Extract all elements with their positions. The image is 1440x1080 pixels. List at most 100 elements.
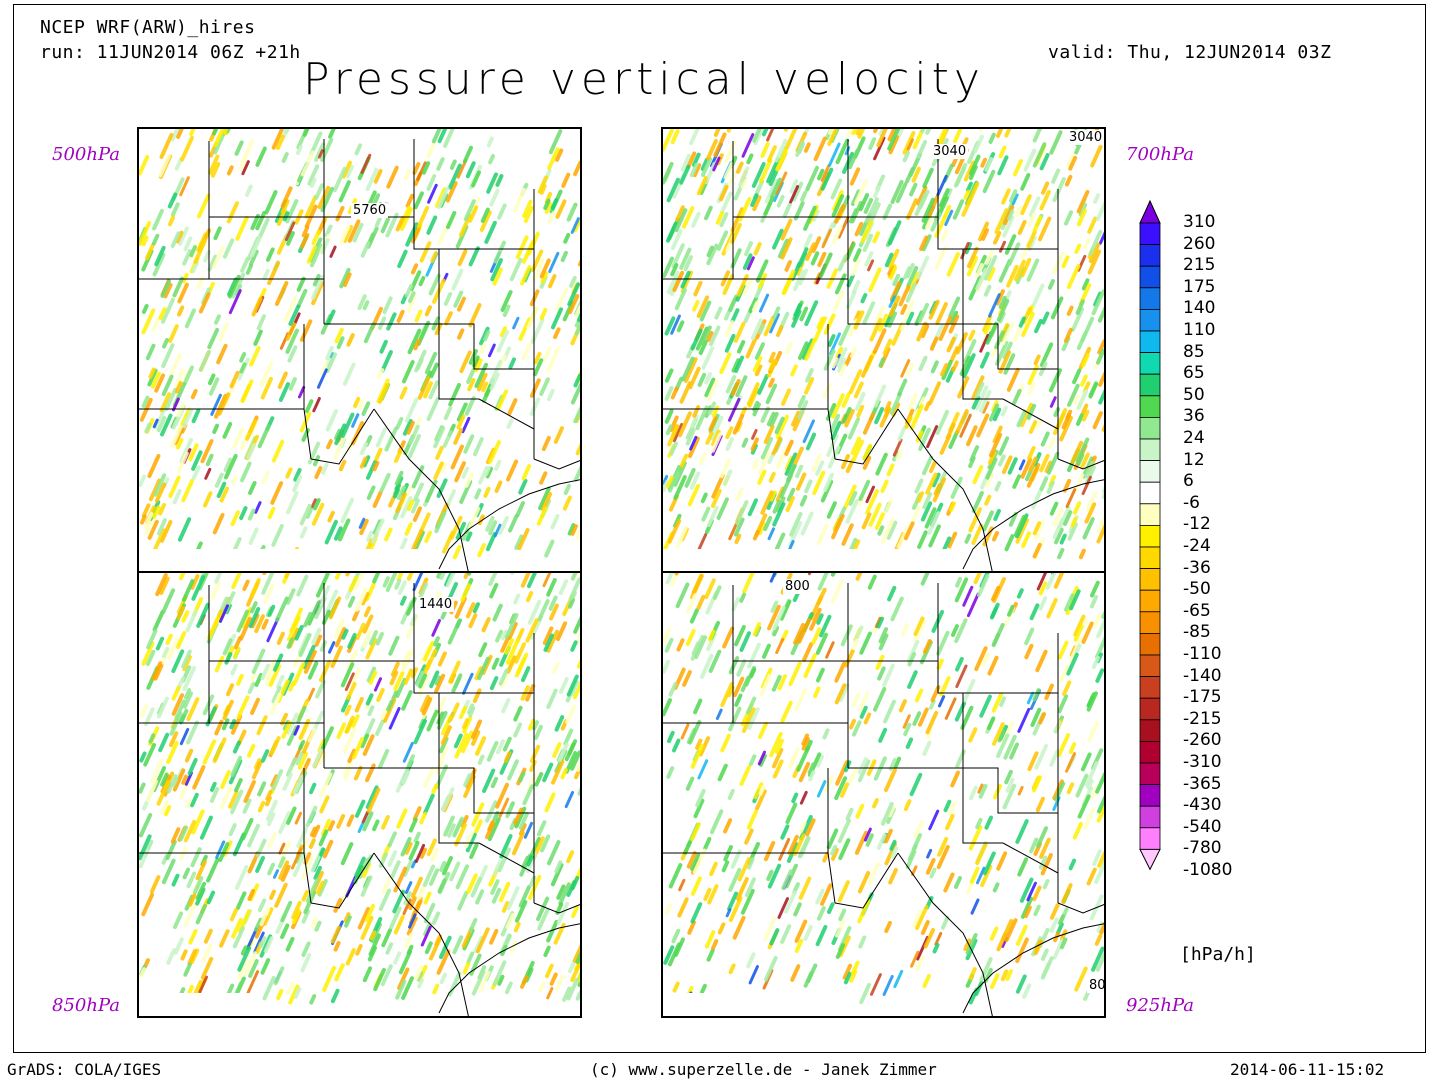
field-streak	[183, 820, 197, 843]
field-streak	[296, 827, 308, 849]
field-streak	[715, 211, 725, 225]
field-streak	[997, 729, 1006, 743]
field-streak	[340, 888, 350, 903]
field-streak	[848, 369, 863, 394]
field-streak	[863, 827, 872, 842]
field-streak	[968, 329, 976, 341]
field-streak	[987, 267, 996, 282]
field-streak	[408, 896, 417, 911]
field-streak	[727, 685, 735, 698]
field-streak	[462, 672, 474, 695]
field-streak	[888, 248, 900, 269]
field-streak	[355, 622, 366, 640]
field-streak	[1074, 966, 1088, 992]
field-streak	[1033, 354, 1041, 366]
field-streak	[352, 609, 360, 622]
field-streak	[830, 178, 843, 200]
field-streak	[223, 457, 233, 473]
field-streak	[734, 693, 743, 707]
field-streak	[170, 129, 180, 142]
field-streak	[844, 408, 855, 428]
field-streak	[1027, 212, 1037, 228]
field-streak	[388, 707, 401, 730]
field-streak	[365, 637, 378, 660]
field-streak	[1091, 655, 1100, 670]
field-streak	[667, 942, 681, 967]
field-streak	[966, 425, 978, 447]
field-streak	[295, 751, 304, 766]
field-streak	[222, 238, 235, 259]
field-streak	[1027, 235, 1037, 251]
field-streak	[161, 646, 170, 659]
field-streak	[797, 617, 812, 644]
field-streak	[1070, 307, 1085, 332]
field-streak	[400, 650, 411, 667]
field-streak	[784, 452, 798, 476]
field-streak	[1074, 643, 1082, 654]
field-streak	[431, 316, 441, 331]
field-streak	[570, 750, 580, 771]
field-streak	[857, 898, 871, 924]
field-streak	[725, 437, 734, 451]
field-streak	[985, 321, 999, 345]
field-streak	[760, 406, 771, 423]
field-streak	[319, 640, 328, 652]
field-streak	[697, 532, 708, 551]
field-streak	[315, 573, 330, 598]
field-streak	[946, 252, 960, 277]
field-streak	[965, 933, 978, 955]
field-streak	[1034, 318, 1043, 334]
field-streak	[1038, 596, 1048, 611]
field-streak	[1037, 216, 1052, 242]
field-streak	[883, 768, 897, 793]
field-streak	[434, 757, 445, 775]
state-boundary	[1057, 902, 1104, 914]
field-streak	[325, 345, 334, 361]
field-streak	[153, 473, 167, 497]
field-streak	[680, 153, 691, 172]
colorbar-tick-label: 24	[1183, 428, 1205, 448]
field-streak	[900, 623, 909, 637]
field-streak	[304, 399, 314, 414]
field-streak	[834, 683, 847, 705]
field-streak	[1098, 389, 1104, 405]
field-streak	[515, 235, 529, 260]
field-streak	[334, 423, 347, 446]
field-streak	[182, 691, 193, 709]
field-streak	[862, 233, 874, 253]
field-streak	[921, 234, 932, 252]
field-streak	[140, 514, 147, 525]
field-streak	[492, 859, 503, 876]
field-streak	[343, 912, 351, 923]
field-streak	[521, 855, 530, 870]
field-streak	[823, 349, 836, 371]
field-streak	[1019, 877, 1034, 903]
field-streak	[887, 805, 896, 818]
field-streak	[1062, 478, 1072, 493]
field-streak	[570, 640, 578, 652]
field-streak	[966, 592, 980, 618]
field-streak	[817, 573, 829, 591]
field-streak	[174, 699, 186, 721]
field-streak	[902, 714, 911, 729]
field-streak	[887, 585, 897, 602]
field-streak	[907, 670, 918, 689]
field-streak	[855, 129, 862, 136]
field-streak	[219, 929, 230, 948]
state-boundary	[1002, 842, 1059, 874]
colorbar-swatch	[1139, 352, 1161, 375]
field-streak	[1016, 409, 1027, 428]
field-streak	[183, 962, 192, 977]
field-streak	[784, 863, 798, 889]
field-streak	[953, 162, 968, 188]
field-streak	[410, 876, 423, 899]
field-streak	[190, 948, 200, 964]
field-streak	[443, 292, 453, 306]
field-streak	[1092, 612, 1102, 629]
field-streak	[150, 758, 164, 783]
field-streak	[1085, 490, 1098, 512]
field-streak	[805, 432, 817, 451]
field-streak	[690, 822, 701, 841]
field-streak	[423, 793, 435, 815]
field-streak	[575, 951, 580, 964]
